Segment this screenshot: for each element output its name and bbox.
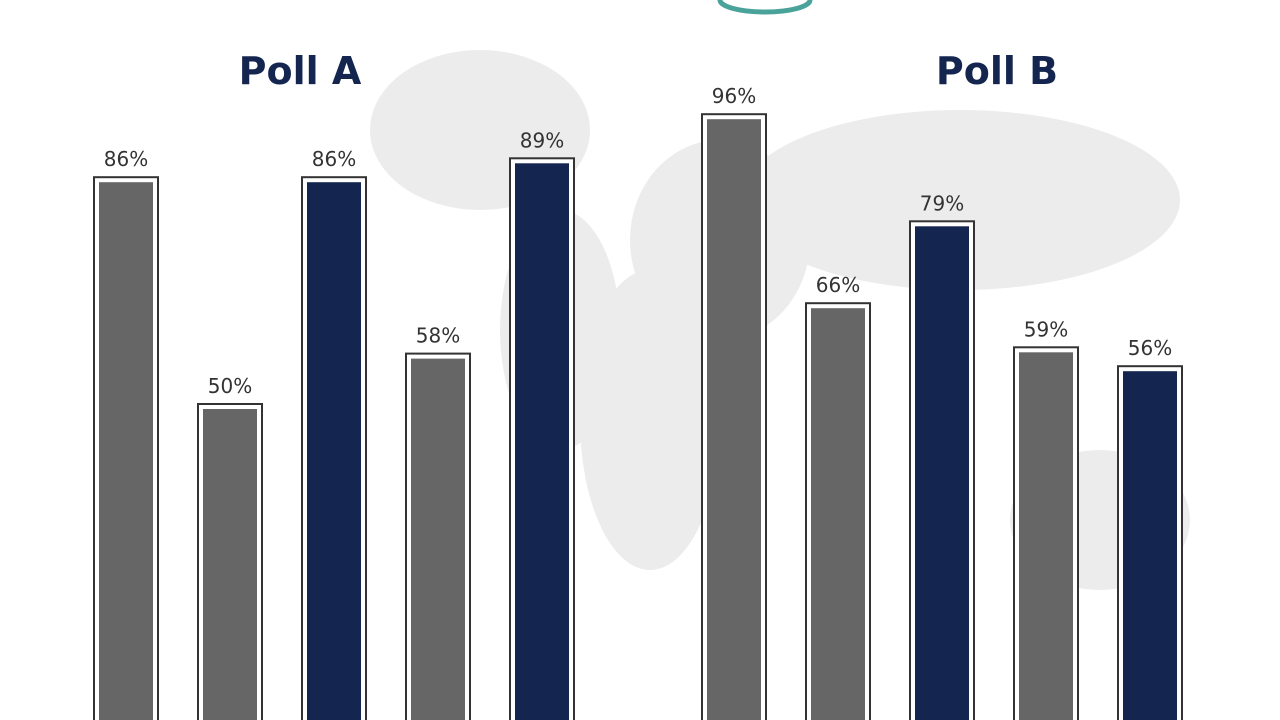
bar [1123, 371, 1177, 720]
bar [203, 409, 257, 720]
value-label: 89% [520, 128, 564, 152]
bar [707, 119, 761, 720]
value-label: 56% [1128, 336, 1172, 360]
value-label: 96% [712, 84, 756, 108]
value-label: 86% [104, 147, 148, 171]
value-label: 66% [816, 273, 860, 297]
bar [411, 358, 465, 720]
bar [811, 308, 865, 720]
value-label: 58% [416, 324, 460, 348]
value-label: 59% [1024, 317, 1068, 341]
bar [515, 163, 569, 720]
chart-title: Poll B [936, 49, 1058, 93]
bar [915, 226, 969, 720]
logo-arc [717, 0, 813, 15]
value-label: 79% [920, 191, 964, 215]
value-label: 50% [208, 374, 252, 398]
bar [307, 182, 361, 720]
bar [1019, 352, 1073, 720]
bar [99, 182, 153, 720]
value-label: 86% [312, 147, 356, 171]
chart-title: Poll A [239, 49, 362, 93]
